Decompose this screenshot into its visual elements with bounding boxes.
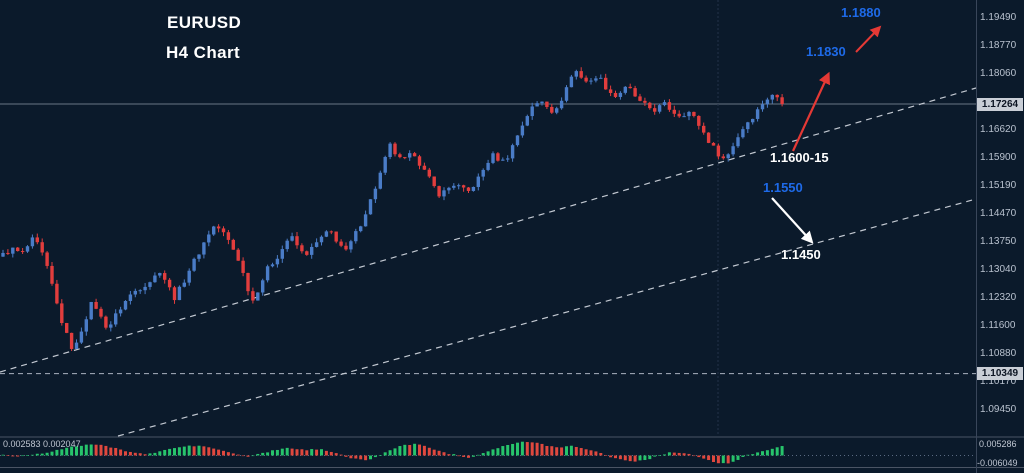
current-price-box: 1.17264 [977,97,1023,111]
indicator-values-label: 0.002583 0.002047 [3,439,81,449]
annotation-upper-target: 1.1880 [841,5,881,20]
annotation-arrows [771,25,882,244]
trendlines[interactable] [0,87,977,437]
price-axis-label: 1.09450 [980,403,1017,415]
arrow-down-icon [771,197,814,244]
annotation-resistance: 1.1830 [806,44,846,59]
level-lines [0,0,976,436]
level-price-box: 1.10349 [977,367,1023,381]
price-axis-label: 1.16620 [980,124,1017,136]
annotation-lower-target: 1.1450 [781,247,821,262]
price-axis-label: 1.15900 [980,152,1017,164]
symbol-title: EURUSD [167,13,242,32]
oscillator-histogram [0,441,976,464]
price-axis-label: 1.19490 [980,12,1017,24]
price-axis-label: 1.13750 [980,236,1017,248]
price-axis-label: 1.15190 [980,179,1017,191]
price-axis-label: 1.11600 [980,319,1016,331]
price-axis-label: 1.12320 [980,291,1017,303]
annotation-support-zone: 1.1600-15 [770,150,829,165]
indicator-axis-min: -0.006049 [977,458,1018,468]
candlesticks [1,67,784,351]
price-axis-label: 1.13040 [980,263,1017,275]
arrow-up-large-icon [792,71,830,152]
price-axis-label: 1.10170 [980,375,1017,387]
price-axis-label: 1.18770 [980,40,1017,52]
timeframe-title: H4 Chart [166,43,241,62]
price-axis-label: 1.14470 [980,207,1017,219]
price-axis-label: 1.18060 [980,67,1017,79]
annotation-support: 1.1550 [763,180,803,195]
arrow-up-small-icon [855,25,882,53]
price-axis-label: 1.10880 [980,347,1017,359]
indicator-axis-max: 0.005286 [979,439,1017,449]
